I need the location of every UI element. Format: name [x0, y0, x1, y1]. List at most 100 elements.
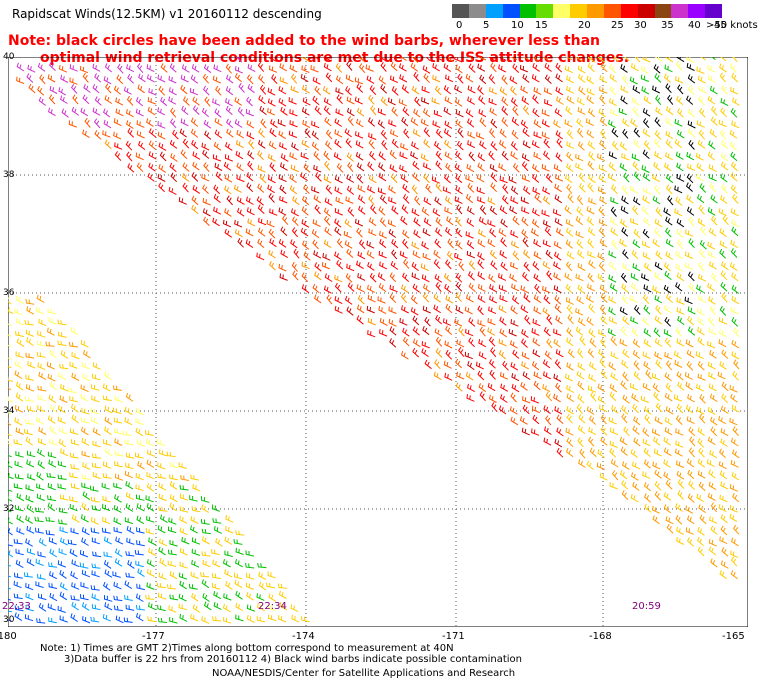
wind-barb [8, 307, 14, 314]
wind-barb [665, 216, 673, 226]
wind-barb [498, 304, 507, 314]
wind-barb [731, 339, 740, 349]
wind-barb [112, 407, 122, 414]
wind-barb [523, 57, 529, 61]
wind-barb [388, 318, 397, 327]
wind-barb [256, 196, 264, 206]
wind-barb [586, 75, 595, 85]
wind-barb [213, 193, 221, 203]
wind-barb [57, 340, 67, 346]
wind-barb [289, 120, 298, 128]
wind-barb [336, 163, 344, 173]
wind-barb [720, 195, 728, 204]
wind-barb [343, 230, 352, 239]
wind-barb [478, 216, 487, 226]
wind-barb [91, 570, 100, 578]
wind-barb [13, 538, 23, 545]
wind-barb [89, 485, 99, 492]
wind-barb [499, 316, 507, 326]
wind-barb [685, 95, 694, 105]
wind-barb [521, 351, 530, 360]
wind-barb [729, 385, 738, 393]
wind-barb [225, 581, 233, 590]
wind-barb [137, 439, 146, 447]
wind-barb [707, 95, 716, 105]
wind-barb [554, 183, 562, 193]
wind-barb [542, 260, 551, 270]
wind-barb [509, 57, 518, 60]
wind-barb [8, 540, 14, 547]
wind-barb [14, 572, 23, 579]
wind-barb [125, 551, 135, 557]
wind-barb [14, 360, 23, 369]
wind-barb [720, 270, 728, 281]
wind-barb [47, 482, 56, 491]
wind-barb [90, 616, 100, 623]
wind-barb [324, 226, 332, 237]
wind-barb [47, 415, 56, 424]
wind-barb [588, 174, 596, 184]
wind-barb [234, 119, 243, 128]
wind-barb [685, 182, 693, 192]
wind-barb [566, 437, 574, 447]
wind-barb [521, 153, 530, 162]
wind-barb [564, 65, 573, 74]
wind-barb [25, 484, 34, 492]
wind-barb [729, 262, 738, 271]
wind-barb [600, 425, 608, 436]
wind-barb [421, 274, 430, 283]
wind-barb [212, 217, 220, 227]
wind-barb [499, 86, 508, 96]
wind-barb [630, 272, 639, 281]
wind-barb [633, 371, 641, 381]
wind-barb [600, 315, 608, 325]
wind-barb [655, 95, 662, 106]
wind-barb [356, 162, 365, 172]
wind-barb [655, 402, 663, 413]
wind-barb [707, 436, 716, 446]
wind-barb [226, 118, 234, 129]
wind-barb [367, 261, 375, 271]
wind-barb [578, 317, 586, 327]
wind-barb [731, 219, 740, 228]
wind-barb [621, 195, 629, 205]
wind-barb [312, 219, 321, 227]
wind-barb [522, 73, 530, 83]
wind-barb [211, 504, 220, 512]
wind-barb [422, 326, 430, 336]
wind-barb [25, 495, 34, 503]
wind-barb [334, 118, 342, 127]
wind-barb [224, 185, 232, 195]
wind-barb [267, 153, 276, 162]
wind-barb [26, 459, 35, 468]
wind-barb [267, 571, 276, 579]
wind-barb [621, 227, 629, 237]
wind-barb [146, 74, 155, 83]
wind-barb [688, 282, 696, 293]
wind-barb [16, 338, 25, 348]
wind-barb [697, 373, 706, 381]
wind-barb [732, 524, 740, 535]
wind-barb [586, 460, 594, 470]
wind-barb [685, 527, 694, 535]
wind-barb [410, 151, 419, 160]
wind-barb [124, 580, 133, 590]
wind-barb [366, 240, 375, 249]
wind-barb [280, 106, 288, 116]
wind-barb [268, 593, 277, 602]
wind-barb [622, 394, 630, 404]
wind-barb [654, 480, 662, 491]
wind-barb [697, 360, 705, 371]
wind-barb [160, 514, 168, 524]
wind-barb [169, 617, 178, 624]
wind-barb [445, 325, 453, 335]
wind-barb [82, 373, 91, 382]
wind-barb [542, 195, 551, 205]
wind-barb [665, 57, 674, 63]
wind-barb [90, 527, 100, 534]
wind-barb [587, 227, 596, 237]
wind-barb [576, 97, 585, 106]
wind-barb [80, 426, 89, 436]
wind-barb [168, 526, 177, 534]
wind-barb [731, 120, 740, 129]
